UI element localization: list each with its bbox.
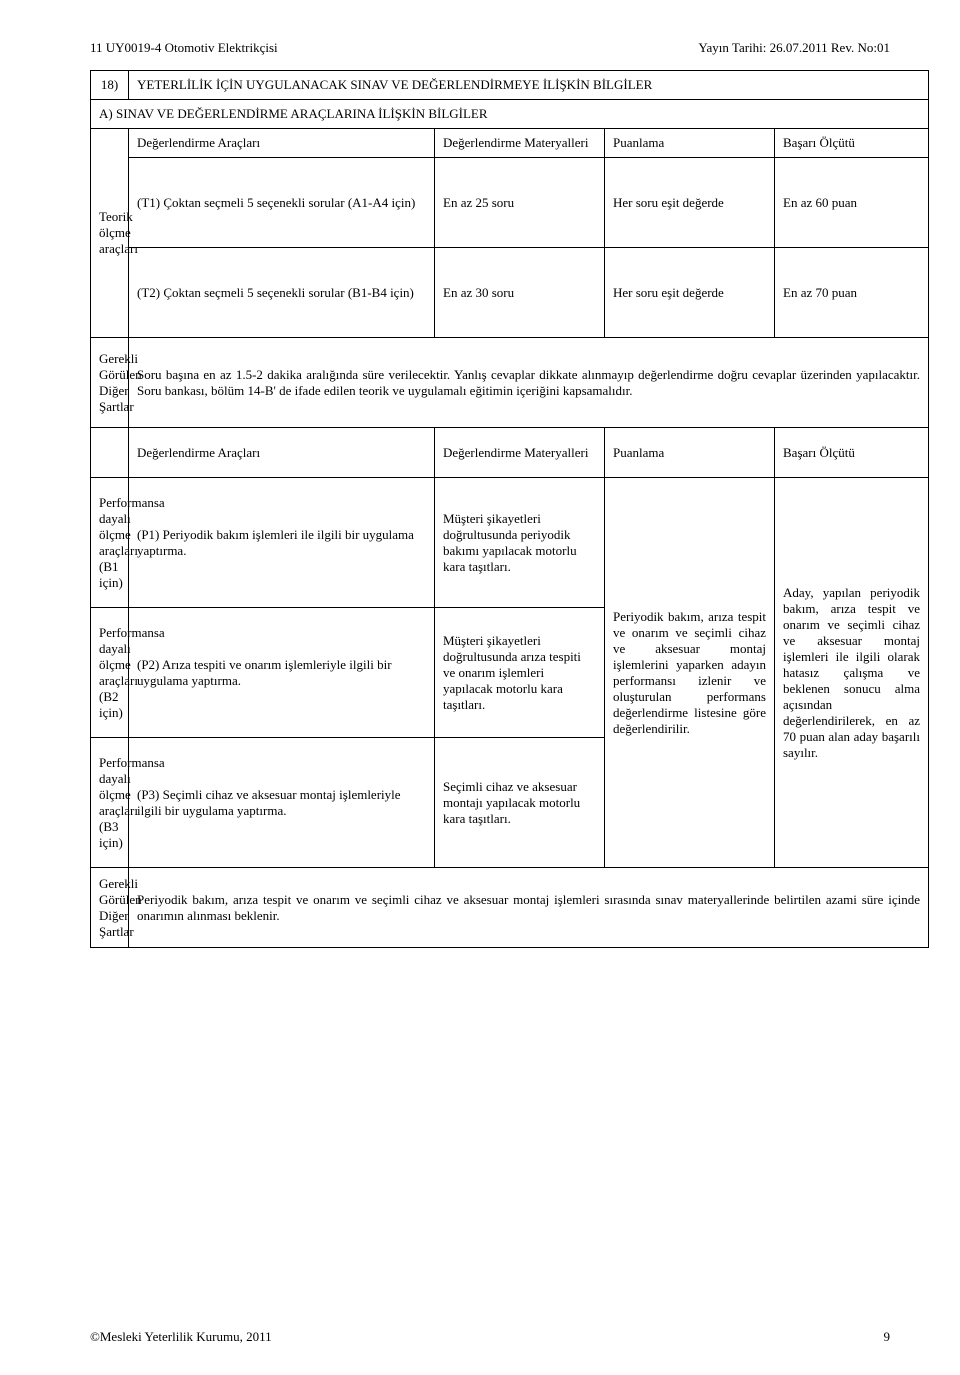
t1-criteria: En az 60 puan bbox=[775, 158, 929, 248]
th2-criteria: Başarı Ölçütü bbox=[775, 428, 929, 478]
theory-measure-label: Teorik ölçme araçları bbox=[91, 129, 129, 338]
page-header: 11 UY0019-4 Otomotiv Elektrikçisi Yayın … bbox=[90, 40, 890, 56]
req1-text: Soru başına en az 1.5-2 dakika aralığınd… bbox=[129, 338, 929, 428]
t1-scoring: Her soru eşit değerde bbox=[605, 158, 775, 248]
perf-b2-label: Performansa dayalı ölçme araçları (B2 iç… bbox=[91, 608, 129, 738]
t2-tool: (T2) Çoktan seçmeli 5 seçenekli sorular … bbox=[129, 248, 435, 338]
req2-text: Periyodik bakım, arıza tespit ve onarım … bbox=[129, 868, 929, 948]
t1-tool: (T1) Çoktan seçmeli 5 seçenekli sorular … bbox=[129, 158, 435, 248]
perf-b3-label: Performansa dayalı ölçme araçları (B3 iç… bbox=[91, 738, 129, 868]
footer-page-number: 9 bbox=[884, 1329, 891, 1345]
th2-materials: Değerlendirme Materyalleri bbox=[435, 428, 605, 478]
subsection-a-title: A) SINAV VE DEĞERLENDİRME ARAÇLARINA İLİ… bbox=[91, 100, 929, 129]
req1-label: Gerekli Görülen Diğer Şartlar bbox=[91, 338, 129, 428]
section-18-table: 18) YETERLİLİK İÇİN UYGULANACAK SINAV VE… bbox=[90, 70, 929, 948]
th2-tools: Değerlendirme Araçları bbox=[129, 428, 435, 478]
th-scoring: Puanlama bbox=[605, 129, 775, 158]
page-footer: ©Mesleki Yeterlilik Kurumu, 2011 9 bbox=[90, 1329, 890, 1345]
p2-material: Müşteri şikayetleri doğrultusunda arıza … bbox=[435, 608, 605, 738]
req2-label: Gerekli Görülen Diğer Şartlar bbox=[91, 868, 129, 948]
p1-tool: (P1) Periyodik bakım işlemleri ile ilgil… bbox=[129, 478, 435, 608]
p3-tool: (P3) Seçimli cihaz ve aksesuar montaj iş… bbox=[129, 738, 435, 868]
th-criteria: Başarı Ölçütü bbox=[775, 129, 929, 158]
t2-scoring: Her soru eşit değerde bbox=[605, 248, 775, 338]
p1-material: Müşteri şikayetleri doğrultusunda periyo… bbox=[435, 478, 605, 608]
perf-criteria: Aday, yapılan periyodik bakım, arıza tes… bbox=[775, 478, 929, 868]
section-18-number: 18) bbox=[91, 71, 129, 100]
header-left: 11 UY0019-4 Otomotiv Elektrikçisi bbox=[90, 40, 278, 56]
footer-left: ©Mesleki Yeterlilik Kurumu, 2011 bbox=[90, 1329, 272, 1345]
p3-material: Seçimli cihaz ve aksesuar montajı yapıla… bbox=[435, 738, 605, 868]
p2-tool: (P2) Arıza tespiti ve onarım işlemleriyl… bbox=[129, 608, 435, 738]
header-right: Yayın Tarihi: 26.07.2011 Rev. No:01 bbox=[698, 40, 890, 56]
t1-material: En az 25 soru bbox=[435, 158, 605, 248]
th-materials: Değerlendirme Materyalleri bbox=[435, 129, 605, 158]
page: 11 UY0019-4 Otomotiv Elektrikçisi Yayın … bbox=[0, 0, 960, 1375]
blank-cell bbox=[91, 428, 129, 478]
perf-scoring: Periyodik bakım, arıza tespit ve onarım … bbox=[605, 478, 775, 868]
th-tools: Değerlendirme Araçları bbox=[129, 129, 435, 158]
section-18-title: YETERLİLİK İÇİN UYGULANACAK SINAV VE DEĞ… bbox=[129, 71, 929, 100]
perf-b1-label: Performansa dayalı ölçme araçları (B1 iç… bbox=[91, 478, 129, 608]
th2-scoring: Puanlama bbox=[605, 428, 775, 478]
t2-criteria: En az 70 puan bbox=[775, 248, 929, 338]
t2-material: En az 30 soru bbox=[435, 248, 605, 338]
